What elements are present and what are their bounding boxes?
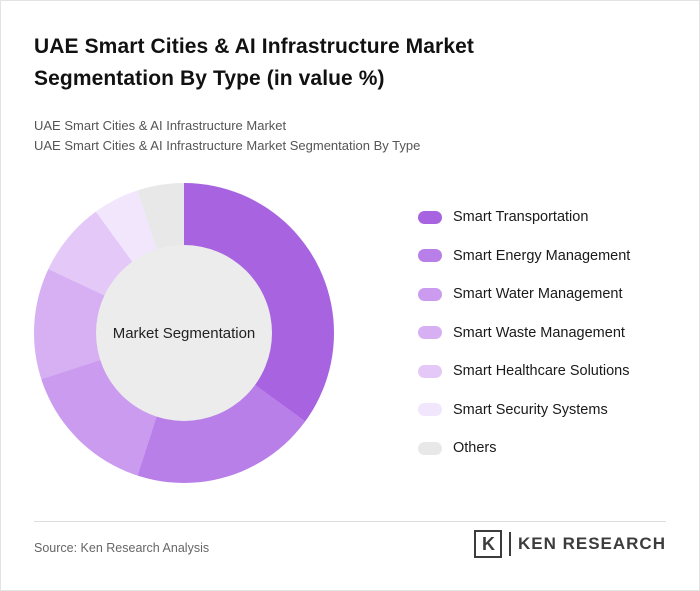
legend-label: Smart Water Management [453, 286, 623, 302]
legend: Smart Transportation Smart Energy Managem… [418, 207, 630, 477]
ken-logo-k-icon: K [474, 530, 503, 558]
legend-item: Smart Energy Management [418, 246, 630, 266]
legend-item: Smart Water Management [418, 284, 630, 304]
legend-swatch [418, 210, 442, 224]
legend-label: Smart Waste Management [453, 324, 625, 341]
legend-label: Others [453, 440, 497, 456]
legend-swatch [418, 403, 442, 416]
donut-center-label: Market Segmentation [112, 324, 256, 342]
legend-label: Smart Transportation [453, 209, 589, 225]
legend-swatch [418, 287, 442, 301]
legend-item: Smart Security Systems [418, 400, 630, 420]
ken-research-logo: K KEN RESEARCH [474, 530, 666, 558]
legend-label: Smart Security Systems [453, 401, 608, 418]
legend-swatch [418, 249, 442, 262]
chart-subtitle-market: UAE Smart Cities & AI Infrastructure Mar… [34, 118, 287, 133]
source-text: Source: Ken Research Analysis [34, 541, 210, 555]
legend-swatch [418, 326, 442, 339]
donut-chart: Market Segmentation [34, 183, 334, 483]
page-title: UAE Smart Cities & AI Infrastructure Mar… [34, 35, 474, 90]
legend-item: Smart Healthcare Solutions [418, 361, 630, 381]
donut-center: Market Segmentation [96, 245, 272, 421]
footer-divider [34, 521, 666, 522]
logo-divider-bar [509, 532, 511, 556]
legend-swatch [418, 441, 442, 455]
chart-area: Market Segmentation Smart Transportation… [1, 171, 699, 501]
legend-label: Smart Healthcare Solutions [453, 363, 630, 379]
legend-item: Smart Waste Management [418, 323, 630, 343]
legend-swatch [418, 364, 442, 378]
legend-item: Others [418, 438, 630, 458]
legend-item: Smart Transportation [418, 207, 630, 227]
chart-subtitle-segmentation: UAE Smart Cities & AI Infrastructure Mar… [34, 138, 421, 153]
legend-label: Smart Energy Management [453, 247, 631, 264]
logo-text: KEN RESEARCH [517, 534, 666, 553]
